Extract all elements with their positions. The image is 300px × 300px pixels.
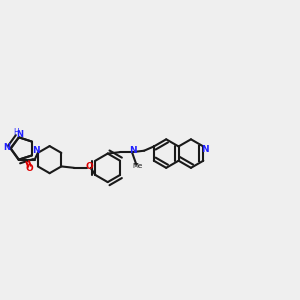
Text: N: N	[16, 130, 23, 139]
Text: N: N	[201, 145, 208, 154]
Text: N: N	[3, 143, 10, 152]
Text: O: O	[25, 164, 33, 173]
Text: N: N	[129, 146, 136, 155]
Text: Me: Me	[132, 163, 142, 169]
Text: O: O	[85, 163, 93, 172]
Text: H: H	[14, 128, 20, 136]
Text: N: N	[33, 146, 40, 155]
